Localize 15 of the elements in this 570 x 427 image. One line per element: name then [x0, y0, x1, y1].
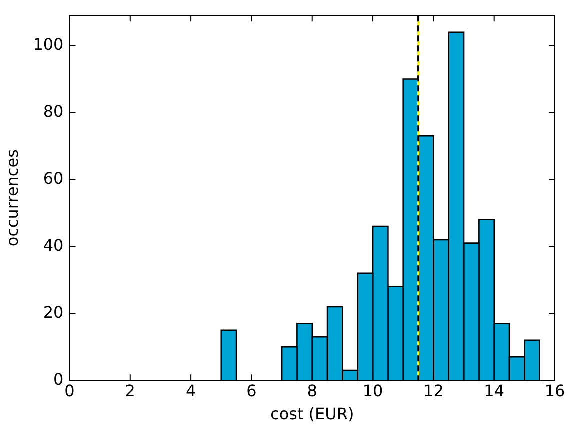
- x-tick-label: 6: [246, 381, 257, 400]
- x-tick-label: 2: [125, 381, 136, 400]
- x-tick-label: 4: [186, 381, 196, 400]
- x-axis-title: cost (EUR): [270, 404, 354, 424]
- y-tick-label: 40: [43, 236, 64, 255]
- x-tick-label: 12: [424, 381, 444, 400]
- y-tick-label: 60: [43, 168, 64, 188]
- y-tick-label: 80: [43, 102, 64, 121]
- x-tick-label: 8: [307, 381, 318, 400]
- x-tick-label: 14: [484, 381, 505, 400]
- x-tick-label: 10: [362, 381, 384, 400]
- y-axis-title: occurrences: [2, 150, 22, 247]
- y-tick-label: 100: [33, 34, 64, 54]
- x-tick-label: 16: [544, 381, 566, 400]
- y-tick-label: 20: [43, 302, 64, 322]
